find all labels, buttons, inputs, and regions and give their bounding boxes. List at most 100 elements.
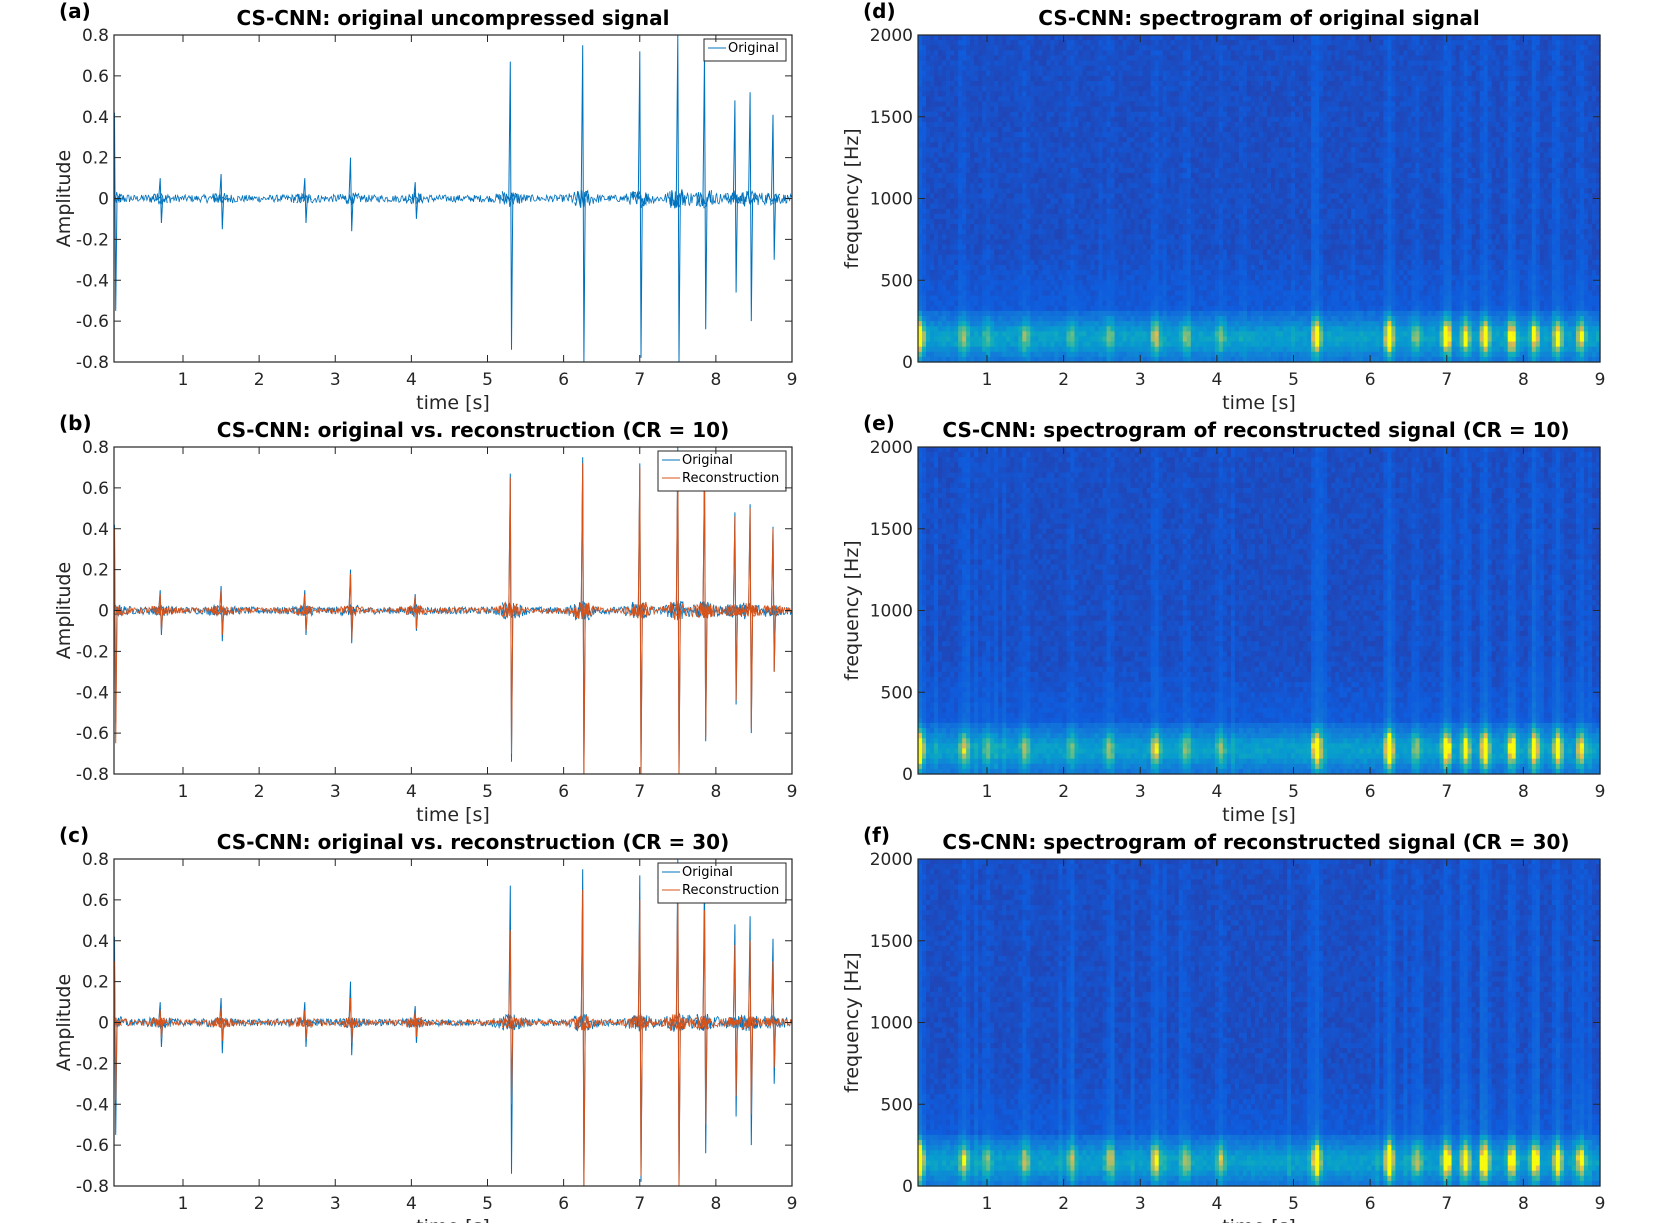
- spectrogram-cell: [926, 239, 931, 245]
- y-axis-label: Amplitude: [53, 562, 75, 659]
- spectrogram-cell: [942, 163, 947, 169]
- spectrogram-cell: [934, 101, 939, 107]
- spectrogram-cell: [950, 35, 955, 41]
- spectrogram-cell: [938, 244, 943, 250]
- spectrogram-cell: [918, 265, 923, 271]
- spectrogram-cell: [918, 183, 923, 189]
- spectrogram-cell: [938, 280, 943, 286]
- spectrogram-cell: [934, 234, 939, 240]
- spectrogram-cell: [946, 321, 951, 327]
- spectrogram-cell: [950, 122, 955, 128]
- spectrogram-cell: [926, 61, 931, 67]
- spectrogram-cell: [954, 163, 959, 169]
- spectrogram-cell: [950, 193, 955, 199]
- spectrogram-cell: [954, 127, 959, 133]
- spectrogram-cell: [938, 352, 943, 358]
- spectrogram-cell: [922, 265, 927, 271]
- spectrogram-cell: [950, 285, 955, 291]
- spectrogram-cell: [926, 178, 931, 184]
- panel-label: (a): [59, 0, 91, 23]
- x-tick-label: 5: [482, 782, 493, 802]
- spectrogram-cell: [950, 321, 955, 327]
- signal-peak: [772, 115, 776, 260]
- spectrogram-cell: [922, 336, 927, 342]
- spectrogram-cell: [950, 71, 955, 77]
- spectrogram-cell: [930, 158, 935, 164]
- spectrogram-cell: [946, 199, 951, 205]
- spectrogram-cell: [930, 173, 935, 179]
- y-tick-label: 0: [98, 1014, 109, 1034]
- spectrogram-cell: [950, 132, 955, 138]
- spectrogram-cell: [926, 306, 931, 312]
- spectrogram-cell: [954, 214, 959, 220]
- spectrogram-cell: [918, 45, 923, 51]
- spectrogram-cell: [930, 321, 935, 327]
- y-tick-label: 0.2: [82, 561, 109, 581]
- x-tick-label: 1: [178, 370, 189, 390]
- spectrogram-cell: [934, 137, 939, 143]
- spectrogram-cell: [934, 153, 939, 159]
- spectrogram-cell: [922, 250, 927, 256]
- spectrogram-cell: [946, 66, 951, 72]
- spectrogram-cell: [922, 285, 927, 291]
- spectrogram-cell: [938, 107, 943, 113]
- spectrogram-cell: [946, 347, 951, 353]
- spectrogram-cell: [930, 101, 935, 107]
- spectrogram-cell: [918, 71, 923, 77]
- x-tick-label: 5: [482, 1194, 493, 1214]
- spectrogram-cell: [942, 250, 947, 256]
- spectrogram-cell: [942, 35, 947, 41]
- spectrogram-cell: [934, 55, 939, 61]
- spectrogram-cell: [934, 255, 939, 261]
- spectrogram-cell: [938, 86, 943, 92]
- spectrogram-cell: [942, 331, 947, 337]
- spectrogram-cell: [922, 142, 927, 148]
- spectrogram-cell: [954, 55, 959, 61]
- spectrogram-cell: [942, 347, 947, 353]
- spectrogram-cell: [954, 40, 959, 46]
- spectrogram-cell: [918, 199, 923, 205]
- spectrogram-cell: [950, 270, 955, 276]
- spectrogram-cell: [946, 285, 951, 291]
- spectrogram-cell: [954, 132, 959, 138]
- spectrogram-cell: [930, 331, 935, 337]
- spectrogram-cell: [918, 127, 923, 133]
- spectrogram-cell: [926, 127, 931, 133]
- spectrogram-cell: [930, 117, 935, 123]
- spectrogram-cell: [926, 316, 931, 322]
- spectrogram-cell: [954, 101, 959, 107]
- spectrogram-cell: [922, 290, 927, 296]
- spectrogram-cell: [938, 71, 943, 77]
- legend-label: Original: [682, 453, 733, 468]
- spectrogram-cell: [934, 290, 939, 296]
- y-tick-label: 0.2: [82, 149, 109, 169]
- spectrogram-cell: [942, 311, 947, 317]
- spectrogram-cell: [954, 81, 959, 87]
- spectrogram-cell: [926, 331, 931, 337]
- spectrogram-cell: [918, 219, 923, 225]
- spectrogram-cell: [938, 132, 943, 138]
- spectrogram-cell: [934, 224, 939, 230]
- spectrogram-cell: [926, 55, 931, 61]
- x-tick-label: 6: [558, 1194, 569, 1214]
- spectrogram-cell: [950, 275, 955, 281]
- spectrogram-cell: [946, 86, 951, 92]
- spectrogram-cell: [942, 193, 947, 199]
- spectrogram-cell: [926, 255, 931, 261]
- spectrogram-cell: [934, 306, 939, 312]
- y-tick-label: -0.2: [76, 1054, 109, 1074]
- spectrogram-cell: [950, 101, 955, 107]
- spectrogram-cell: [938, 101, 943, 107]
- spectrogram-cell: [922, 147, 927, 153]
- spectrogram-cell: [918, 50, 923, 56]
- spectrogram-cell: [922, 173, 927, 179]
- x-tick-label: 4: [406, 1194, 417, 1214]
- spectrogram-cell: [946, 275, 951, 281]
- spectrogram-cell: [934, 321, 939, 327]
- spectrogram-cell: [942, 285, 947, 291]
- spectrogram-cell: [950, 91, 955, 97]
- spectrogram-cell: [926, 244, 931, 250]
- spectrogram-cell: [918, 331, 923, 337]
- spectrogram-cell: [934, 250, 939, 256]
- spectrogram-cell: [918, 280, 923, 286]
